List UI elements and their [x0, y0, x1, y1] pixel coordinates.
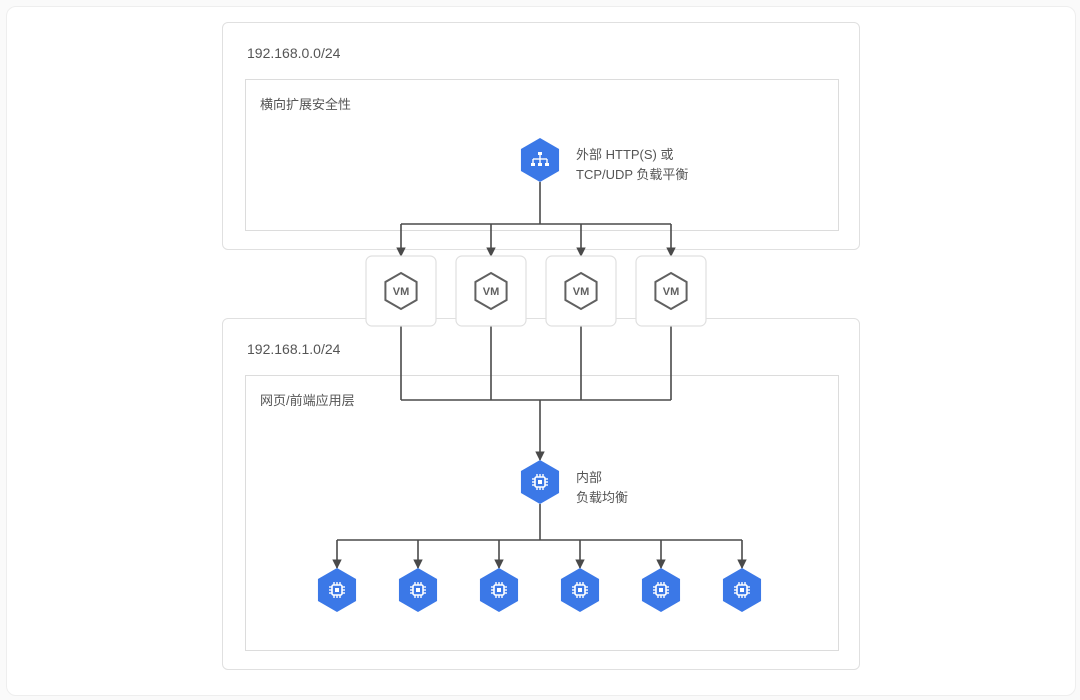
vm-card-4: VM — [636, 256, 706, 326]
vm-label: VM — [573, 286, 590, 298]
vm-card-2: VM — [456, 256, 526, 326]
diagram-svg: VM VM VM VM — [0, 0, 1080, 700]
vm-label: VM — [483, 286, 500, 298]
vm-label: VM — [393, 286, 410, 298]
vm-card-1: VM — [366, 256, 436, 326]
vm-label: VM — [663, 286, 680, 298]
vm-card-3: VM — [546, 256, 616, 326]
